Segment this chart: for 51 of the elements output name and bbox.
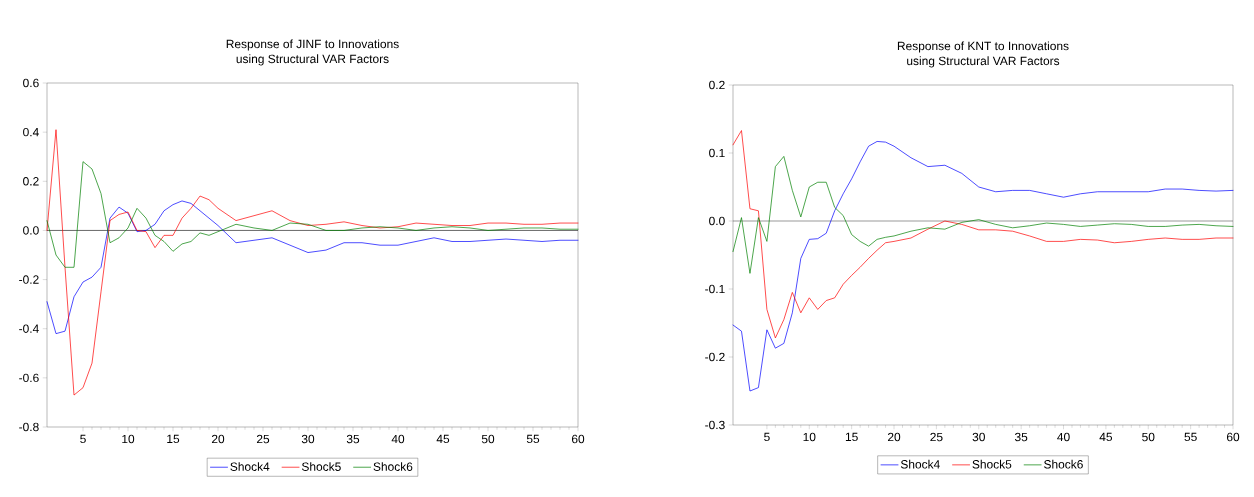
x-tick-label: 15 [167, 434, 180, 444]
x-tick-label: 5 [80, 434, 86, 444]
x-tick-label: 25 [930, 432, 943, 442]
x-tick-label: 60 [571, 434, 585, 444]
x-tick-label: 55 [526, 434, 540, 444]
legend-label: Shock4 [230, 462, 270, 471]
x-tick-label: 40 [1057, 432, 1070, 442]
y-tick-label: -0.8 [19, 422, 39, 432]
legend-label: Shock6 [373, 462, 413, 471]
x-tick-label: 25 [256, 434, 270, 444]
x-tick-label: 35 [1014, 432, 1028, 442]
x-tick-label: 20 [887, 432, 901, 442]
y-tick-label: -0.3 [705, 420, 725, 430]
legend-label: Shock5 [301, 462, 341, 471]
x-tick-label: 20 [211, 434, 225, 444]
chart-subtitle: using Structural VAR Factors [907, 56, 1060, 68]
y-tick-label: 0.1 [709, 148, 725, 158]
legend-label: Shock4 [900, 459, 940, 469]
x-tick-label: 40 [391, 434, 405, 444]
x-tick-label: 30 [972, 432, 985, 442]
y-tick-label: 0.0 [709, 216, 725, 226]
x-tick-label: 55 [1184, 432, 1197, 442]
y-tick-label: 0.6 [23, 78, 39, 88]
chart-title: Response of KNT to Innovations [897, 41, 1069, 53]
y-tick-label: 0.2 [709, 80, 725, 90]
line-series [732, 156, 1234, 274]
y-tick-label: -0.6 [19, 373, 39, 383]
line-series [46, 161, 579, 268]
legend-label: Shock5 [972, 459, 1012, 469]
chart-title: Response of JINF to Innovations [226, 39, 399, 51]
x-tick-label: 15 [845, 432, 858, 442]
y-tick-label: 0.0 [23, 226, 39, 235]
line-series [732, 130, 1234, 339]
chart-subtitle: using Structural VAR Factors [236, 54, 389, 66]
x-tick-label: 5 [764, 432, 770, 442]
x-tick-label: 30 [301, 434, 315, 444]
y-tick-label: -0.1 [705, 284, 725, 294]
y-tick-label: 0.2 [23, 177, 39, 186]
legend-label: Shock6 [1044, 459, 1083, 469]
y-tick-label: -0.2 [19, 275, 39, 284]
x-tick-label: 10 [803, 432, 816, 442]
x-tick-label: 35 [346, 434, 360, 444]
x-tick-label: 10 [122, 434, 135, 444]
x-tick-label: 45 [436, 434, 450, 444]
x-tick-label: 45 [1099, 432, 1113, 442]
x-tick-label: 50 [481, 434, 495, 444]
y-tick-label: -0.2 [705, 352, 725, 362]
x-tick-label: 60 [1226, 432, 1240, 442]
y-tick-label: -0.4 [19, 324, 39, 333]
x-tick-label: 50 [1142, 432, 1155, 442]
y-tick-label: 0.4 [23, 127, 39, 137]
